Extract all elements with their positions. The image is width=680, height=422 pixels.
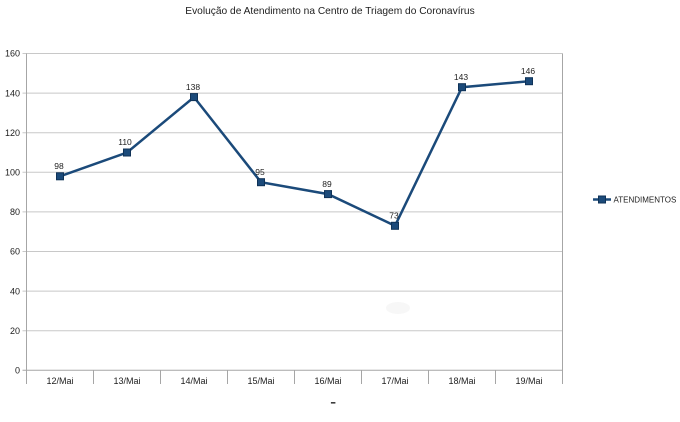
- svg-text:100: 100: [5, 168, 20, 178]
- svg-text:95: 95: [255, 167, 265, 177]
- svg-text:160: 160: [5, 49, 20, 59]
- svg-text:13/Mai: 13/Mai: [113, 376, 140, 386]
- svg-text:16/Mai: 16/Mai: [314, 376, 341, 386]
- svg-text:120: 120: [5, 128, 20, 138]
- svg-text:ATENDIMENTOS: ATENDIMENTOS: [614, 195, 677, 204]
- svg-text:143: 143: [454, 72, 468, 82]
- svg-text:140: 140: [5, 88, 20, 98]
- svg-text:19/Mai: 19/Mai: [515, 376, 542, 386]
- svg-text:80: 80: [10, 207, 20, 217]
- svg-text:14/Mai: 14/Mai: [180, 376, 207, 386]
- svg-text:40: 40: [10, 286, 20, 296]
- svg-text:15/Mai: 15/Mai: [247, 376, 274, 386]
- svg-text:0: 0: [15, 366, 20, 376]
- svg-text:17/Mai: 17/Mai: [381, 376, 408, 386]
- svg-text:138: 138: [186, 82, 200, 92]
- svg-text:60: 60: [10, 247, 20, 257]
- svg-text:98: 98: [54, 161, 64, 171]
- svg-text:89: 89: [322, 179, 332, 189]
- svg-text:20: 20: [10, 326, 20, 336]
- svg-text:Evolução de Atendimento na Cen: Evolução de Atendimento na Centro de Tri…: [185, 6, 474, 17]
- svg-text:73: 73: [389, 211, 399, 221]
- svg-text:18/Mai: 18/Mai: [448, 376, 475, 386]
- svg-text:110: 110: [118, 137, 132, 147]
- svg-text:146: 146: [521, 66, 535, 76]
- svg-text:12/Mai: 12/Mai: [46, 376, 73, 386]
